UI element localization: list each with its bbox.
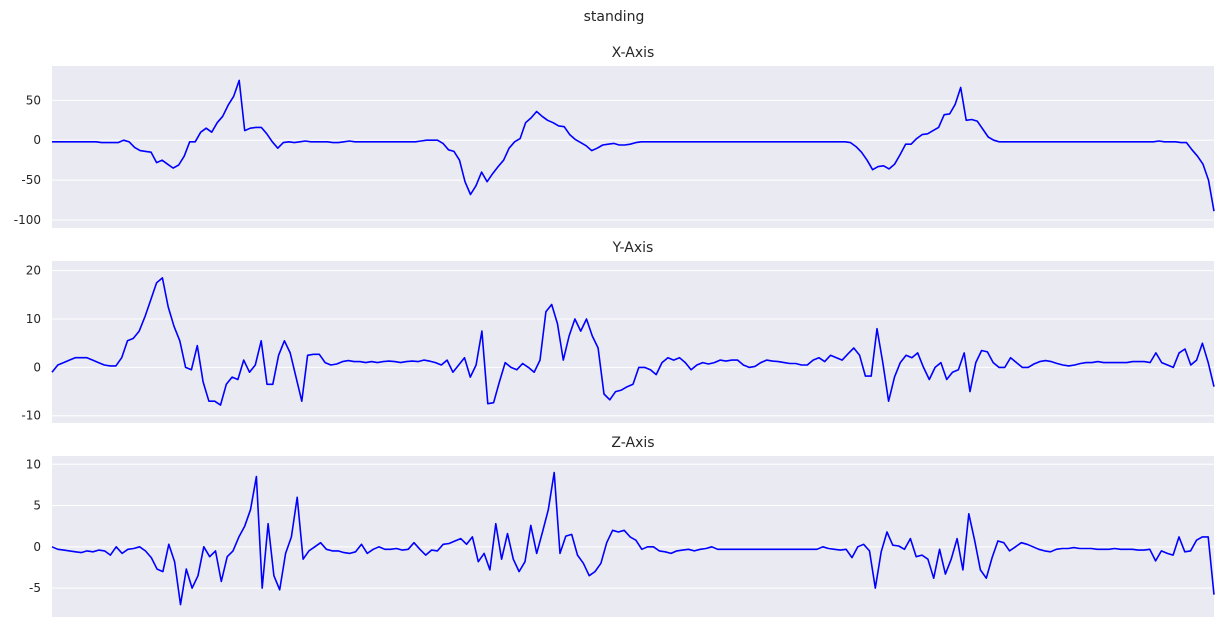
subplot-3: 10 5 0 -5 Z-Axis (26, 435, 1215, 617)
series-line (51, 471, 1215, 606)
y-tick-label: 20 (26, 264, 41, 278)
subplots: 500-50-100X-Axis20100-10Y-Axis1050-5Z-Ax… (14, 45, 1215, 617)
y-tick-label: -50 (21, 173, 41, 187)
plot-background (52, 456, 1214, 617)
y-tick-label: 5 (33, 499, 41, 513)
y-tick-label: -10 (21, 409, 41, 423)
y-tick-label: 50 (26, 93, 41, 107)
subplot-title: Y-Axis (612, 240, 654, 256)
y-tick-label: 0 (33, 360, 41, 374)
subplot-title: X-Axis (612, 45, 655, 61)
figure-title: standing (584, 9, 645, 25)
subplot-1: 50 0 -50 -100 X-Axis (14, 45, 1215, 228)
subplot-title: Z-Axis (611, 435, 654, 451)
y-tick-label: -5 (29, 581, 41, 595)
plot-background (52, 66, 1214, 228)
subplot-2: 20 10 0 -10 Y-Axis (21, 240, 1215, 423)
series-line (52, 79, 1215, 212)
y-tick-label: 0 (33, 133, 41, 147)
plot-background (52, 261, 1214, 423)
y-tick-label: 0 (33, 540, 41, 554)
y-tick-label: -100 (14, 213, 41, 227)
y-tick-label: 10 (26, 457, 41, 471)
y-tick-label: 10 (26, 312, 41, 326)
series-line (51, 277, 1215, 406)
